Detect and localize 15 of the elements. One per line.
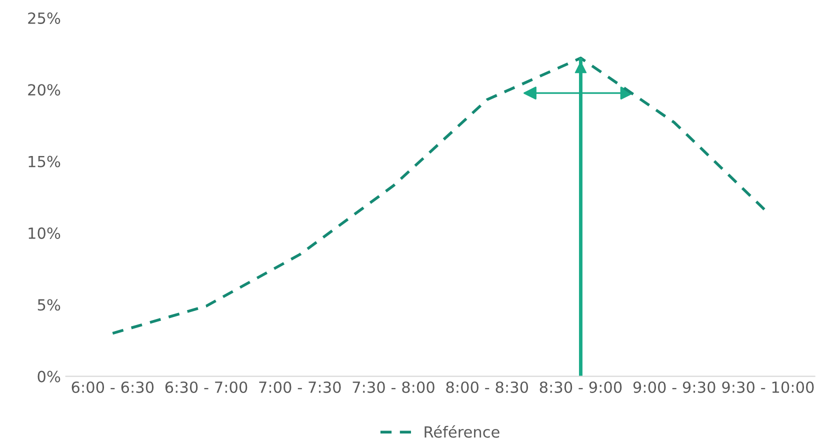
x-tick-label: 8:00 - 8:30 <box>446 381 528 394</box>
x-tick-label: 7:30 - 8:00 <box>352 381 434 394</box>
legend-label: Référence <box>424 425 500 438</box>
x-tick-label: 9:00 - 9:30 <box>633 381 716 394</box>
y-tick-label: 5% <box>38 299 60 311</box>
y-tick-label: 20% <box>28 84 60 96</box>
x-tick-label: 6:00 - 6:30 <box>72 381 154 394</box>
y-tick-label: 25% <box>28 12 60 24</box>
y-tick-label: 15% <box>28 156 60 168</box>
y-tick-label: 10% <box>28 227 60 239</box>
x-tick-label: 9:30 - 10:00 <box>722 381 814 394</box>
x-tick-label: 8:30 - 9:00 <box>540 381 622 394</box>
x-tick-label: 6:30 - 7:00 <box>165 381 248 394</box>
y-tick-label: 0% <box>38 370 60 382</box>
x-tick-label: 7:00 - 7:30 <box>259 381 341 394</box>
